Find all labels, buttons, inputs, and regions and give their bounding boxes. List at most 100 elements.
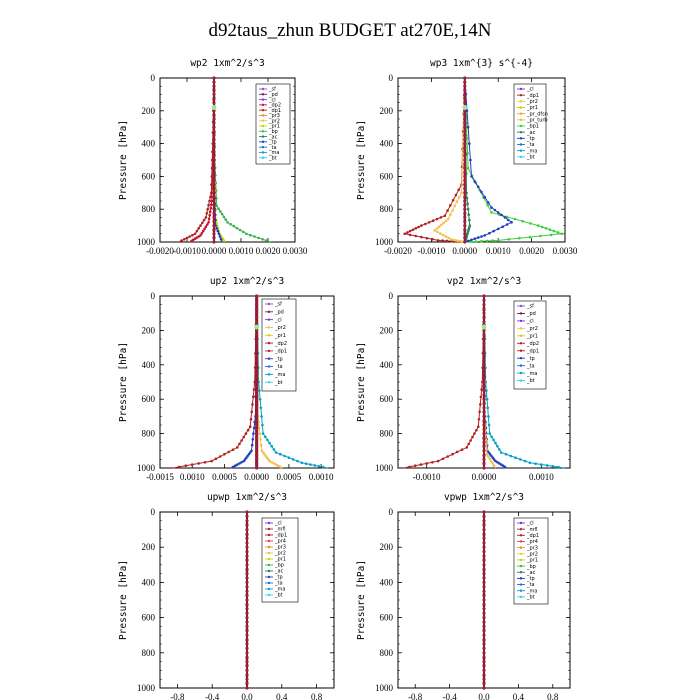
series-point-pr2	[440, 223, 443, 227]
series-point-pr2	[460, 172, 464, 175]
y-tick-label: 800	[380, 204, 394, 214]
near-zero-point	[482, 462, 486, 466]
series-point-dp2	[190, 239, 193, 243]
legend-entry: _ta	[274, 581, 283, 587]
series-point-dp2	[208, 213, 211, 217]
panel-3: vp2 1xm^2/s^3 0 200 400 600 800 1000 -0.0010 0.0…	[356, 276, 571, 482]
series-point-dp1	[193, 232, 197, 236]
series-point-pr2	[437, 225, 441, 228]
y-tick-label: 200	[380, 106, 394, 116]
x-tick-label: -0.0010	[413, 472, 441, 482]
series-point-pr1	[222, 239, 226, 242]
near-zero-point	[482, 384, 486, 388]
panel-title: wp2 1xm^2/s^3	[190, 58, 264, 69]
series-point-dp2	[207, 221, 210, 224]
legend-entry: _bt	[274, 380, 283, 386]
series-point-pr2	[279, 465, 282, 469]
legend-entry: _sf	[268, 87, 276, 93]
legend-entry: _pr1	[274, 333, 286, 339]
near-zero-point	[482, 655, 486, 659]
series-point-pr2	[485, 452, 489, 456]
panel-1: wp3 1xm^{3} s^{-4}02004006008001000-0.00…	[356, 58, 578, 256]
series-point-ma	[514, 456, 517, 460]
series-point-tp	[466, 125, 470, 129]
series-point-tp	[251, 438, 255, 441]
series-point-bp1	[544, 227, 548, 230]
series-point-dp1	[480, 388, 483, 391]
legend-entry: _ma	[274, 587, 285, 593]
series-point-dp1	[445, 239, 449, 243]
legend-marker	[261, 93, 265, 96]
y-tick-label: 600	[380, 394, 394, 404]
near-zero-point	[212, 88, 216, 92]
series-point-bp	[224, 218, 227, 221]
near-zero-point	[212, 199, 216, 203]
legend-marker	[519, 106, 523, 109]
near-zero-point	[255, 423, 259, 427]
near-zero-point	[255, 393, 259, 397]
x-tick-label: 0.0000	[452, 246, 477, 256]
legend-marker	[267, 539, 271, 543]
legend: _cl_dp1_pr2_pr1_pr_dfsn_pr_turb_bp1_ac_t…	[513, 83, 548, 165]
legend-marker	[267, 593, 271, 597]
x-tick-label: 0.0030	[283, 246, 308, 256]
series-point-ma	[534, 462, 537, 466]
series-point-pr1	[216, 224, 219, 227]
near-zero-point	[245, 638, 249, 642]
series-point-ma	[287, 456, 291, 460]
legend-entry: _pd	[526, 311, 536, 317]
series-point-tp	[466, 239, 470, 243]
series-point-ma	[261, 432, 265, 435]
near-zero-point	[212, 166, 216, 170]
series-point-bp	[245, 232, 248, 236]
near-zero-point	[482, 457, 486, 461]
series-point-tp	[483, 195, 487, 199]
legend: _cl_mfl_dp1_pr4_pr3_pr2_pr1_bp_ac_tp_ta_…	[513, 517, 549, 605]
near-zero-point	[255, 294, 259, 298]
series-point-dp1	[191, 233, 194, 237]
near-zero-point	[463, 88, 467, 92]
near-zero-point	[255, 354, 259, 358]
near-zero-point	[463, 96, 467, 101]
series-point-pr2	[447, 236, 451, 240]
series-line-dp1	[403, 295, 485, 469]
near-zero-point	[245, 646, 249, 651]
near-zero-point	[255, 333, 259, 337]
series-point-bp1	[480, 239, 483, 243]
panel-title: up2 1xm^2/s^3	[210, 276, 284, 287]
y-axis-label: Pressure [hPa]	[118, 560, 129, 640]
near-zero-point	[482, 523, 486, 527]
series-point-bp1	[490, 211, 493, 214]
panel-0: wp2 1xm^2/s^3 0 200 400 600 800 1000-0.0020 -0.…	[118, 58, 308, 256]
x-tick-label: -0.0010	[173, 246, 201, 256]
near-zero-point	[482, 298, 486, 302]
series-point-dp1	[420, 235, 423, 239]
near-zero-point	[245, 536, 249, 541]
series-point-tp	[501, 225, 505, 228]
near-zero-point	[255, 380, 259, 384]
legend-entry: _cl	[526, 319, 534, 325]
series-point-bp	[226, 221, 229, 224]
near-zero-point	[482, 532, 486, 536]
series-point-dp1	[184, 464, 188, 468]
near-zero-point	[255, 341, 259, 345]
near-zero-point	[482, 624, 486, 629]
series-point-ac	[467, 213, 471, 216]
series-point-bp1	[496, 239, 500, 242]
near-zero-point	[482, 449, 486, 453]
near-zero-point	[481, 324, 487, 330]
series-point-dp1	[475, 428, 478, 432]
series-point-tp	[250, 443, 254, 447]
series-point-dp1	[465, 446, 469, 449]
legend-entry: _ta	[526, 363, 535, 369]
legend-entry: _pd	[268, 92, 278, 98]
legend: _sf_pd_cl_dp2_dp1_pr3_pr2_pr1_bp_ac_tp_t…	[255, 83, 291, 165]
legend-entry: _bp	[526, 564, 536, 570]
legend-entry: _pr_turb	[526, 118, 548, 124]
series-point-pr2	[456, 239, 460, 243]
near-zero-point	[482, 444, 486, 449]
series-point-ma	[523, 459, 527, 463]
near-zero-point	[255, 457, 259, 461]
near-zero-point	[482, 646, 486, 651]
series-point-ma	[309, 463, 312, 466]
